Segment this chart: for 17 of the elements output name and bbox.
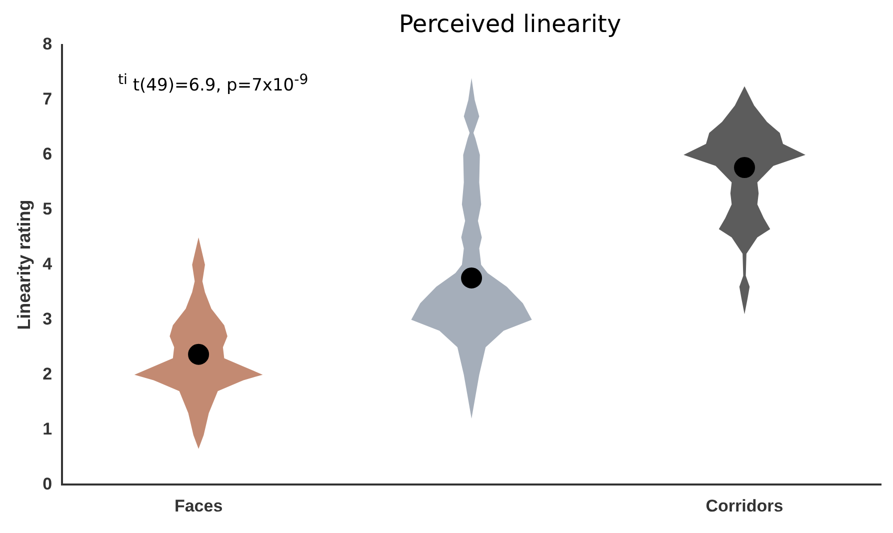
y-axis-title: Linearity rating — [14, 200, 34, 330]
y-tick-label: 2 — [42, 364, 52, 384]
x-tick-label: Faces — [174, 496, 223, 516]
y-tick-label: 7 — [42, 90, 52, 109]
annotation: $^{ti}$ t(49)=6.9, p=7x10$^{-9}$ — [118, 72, 308, 96]
point — [188, 344, 210, 365]
y-tick-label: 6 — [42, 144, 52, 164]
x-tick-label: Corridors — [706, 496, 784, 516]
y-tick-label: 1 — [42, 419, 52, 438]
point — [461, 267, 482, 288]
y-tick-label: 4 — [42, 254, 53, 274]
y-tick-label: 3 — [42, 309, 52, 328]
y-tick-label: 8 — [42, 34, 52, 54]
chart-title: Perceived linearity — [398, 10, 622, 38]
y-tick-label: 0 — [42, 474, 52, 494]
y-tick-label: 5 — [42, 200, 52, 219]
point — [734, 157, 756, 178]
